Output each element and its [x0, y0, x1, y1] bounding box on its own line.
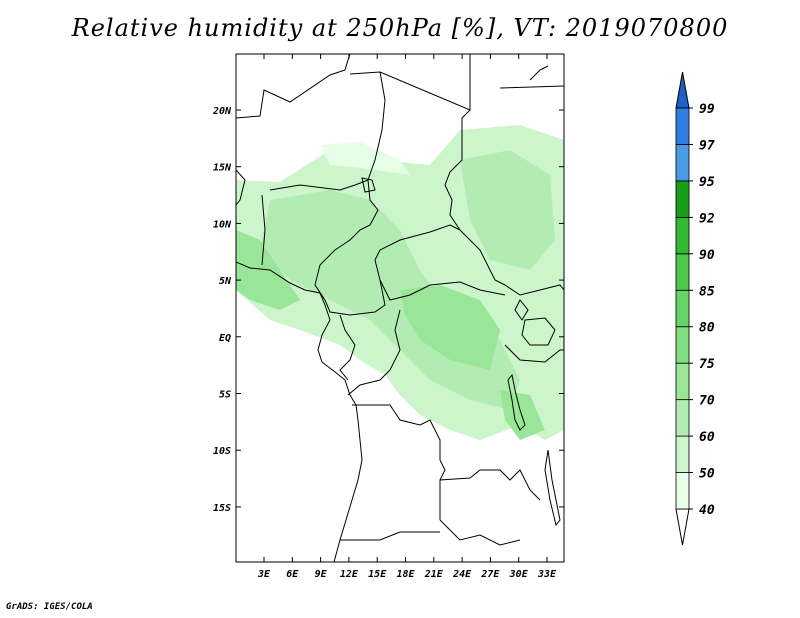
humidity-area-lakes: [500, 390, 545, 440]
border-angola-south: [340, 531, 440, 541]
colorbar-segment: [675, 144, 690, 182]
lat-tick-label: 10S: [213, 446, 231, 457]
colorbar-min-triangle: [675, 508, 690, 546]
longitude-axis: 3E 6E 9E 12E 15E 18E 21E 24E 27E 30E 33E: [257, 54, 557, 580]
colorbar-segment: [675, 289, 690, 328]
colorbar-segment: [675, 326, 690, 364]
chart-title: Relative humidity at 250hPa [%], VT: 201…: [71, 14, 729, 42]
lat-tick-label: 20N: [212, 106, 232, 117]
lon-tick-label: 21E: [424, 569, 444, 580]
lat-tick-label: 15N: [213, 163, 232, 174]
colorbar-label: 92: [699, 211, 715, 226]
colorbar-label: 70: [699, 394, 715, 409]
colorbar-segment: [675, 472, 690, 510]
border-east-lower: [504, 344, 564, 363]
lon-tick-label: 18E: [396, 569, 415, 580]
colorbar-max-triangle: [675, 71, 690, 109]
lon-tick-label: 12E: [340, 569, 359, 580]
border-congo: [339, 314, 356, 381]
humidity-area-north: [320, 142, 410, 175]
lon-tick-label: 30E: [509, 569, 529, 580]
lon-tick-label: 3E: [257, 569, 271, 580]
border-east-north: [444, 109, 506, 286]
lake-victoria: [521, 317, 556, 346]
colorbar-label: 97: [699, 138, 715, 153]
colorbar-label: 40: [699, 503, 715, 518]
colorbar-segment: [675, 399, 690, 437]
colorbar-segment: [675, 435, 690, 473]
border-car: [374, 224, 461, 261]
border-west-edge: [236, 169, 246, 206]
colorbar-label: 90: [699, 248, 715, 263]
border-drc-west: [347, 309, 401, 396]
colorbar-segment: [675, 107, 690, 145]
lake-tanganyika: [507, 373, 526, 431]
border-chad-west: [334, 71, 386, 251]
border-nigeria: [269, 179, 369, 191]
colorbar-label: 99: [699, 102, 715, 117]
map-boundaries: [236, 54, 564, 562]
coastline-west: [236, 261, 363, 562]
colorbar: 40 50 60 70 75 80 85 90 92 95 97 99: [675, 71, 715, 546]
border-east: [504, 284, 564, 296]
colorbar-label: 85: [699, 284, 715, 299]
lake-albert: [514, 299, 529, 321]
colorbar-segment: [675, 180, 690, 218]
colorbar-label: 50: [699, 467, 715, 482]
nile-mark: [529, 65, 549, 81]
colorbar-segment: [675, 362, 690, 401]
colorbar-label: 95: [699, 175, 715, 190]
border-benin: [261, 194, 266, 266]
map-frame: [235, 53, 565, 563]
humidity-field: [236, 54, 564, 562]
border-north: [349, 54, 471, 111]
lake-malawi: [544, 449, 561, 527]
credit-text: GrADS: IGES/COLA: [6, 602, 93, 612]
humidity-area-core: [400, 285, 500, 370]
colorbar-label: 75: [699, 357, 715, 372]
colorbar-label: 60: [699, 430, 715, 445]
lon-tick-label: 24E: [452, 569, 472, 580]
lon-tick-label: 9E: [315, 569, 328, 580]
border-ne: [499, 85, 564, 89]
lake-chad: [361, 177, 376, 193]
border-zambia: [439, 469, 541, 501]
colorbar-segment: [675, 253, 690, 291]
lon-tick-label: 6E: [286, 569, 299, 580]
lat-tick-label: 15S: [213, 503, 231, 514]
border-drc-angola: [352, 404, 446, 520]
lon-tick-label: 15E: [368, 569, 387, 580]
lon-tick-label: 27E: [480, 569, 500, 580]
border-northwest: [236, 54, 351, 119]
border-car-south: [374, 259, 506, 301]
lat-tick-label: 5S: [219, 390, 231, 401]
colorbar-label: 80: [699, 321, 715, 336]
lat-tick-label: 10N: [213, 219, 232, 230]
lat-tick-label: EQ: [219, 333, 231, 344]
lat-tick-label: 5N: [219, 276, 232, 287]
border-zambia-south: [439, 519, 521, 546]
colorbar-segment: [675, 216, 690, 255]
humidity-area-east: [460, 150, 555, 270]
border-cameroon: [314, 249, 386, 316]
lon-tick-label: 33E: [537, 569, 557, 580]
latitude-axis: 20N 15N 10N 5N EQ 5S 10S 15S: [212, 106, 564, 514]
